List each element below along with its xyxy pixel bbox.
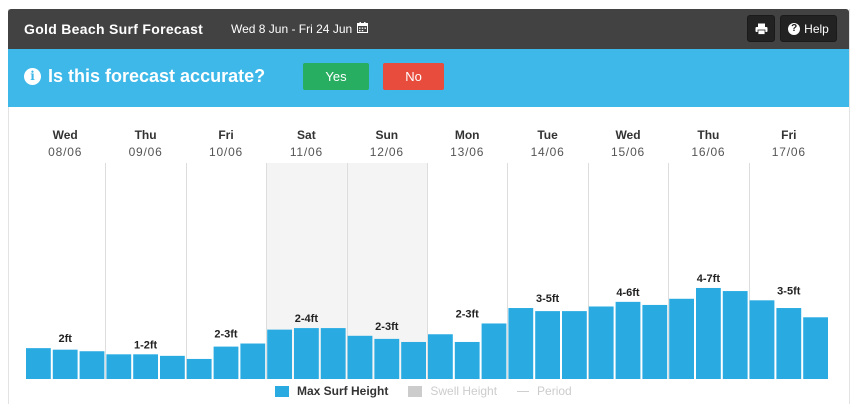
surf-height-bar [749, 300, 775, 379]
legend-label: Max Surf Height [297, 384, 389, 398]
day-name-label: Wed [53, 128, 78, 142]
day-date-label: 09/06 [129, 145, 163, 159]
daily-surf-label: 3-5ft [536, 293, 560, 305]
surf-height-bar [106, 354, 132, 379]
surf-height-bar [669, 298, 694, 379]
help-label: Help [804, 21, 829, 36]
surf-height-bar [347, 335, 373, 379]
help-icon: ? [788, 22, 801, 35]
surf-height-bar [454, 341, 480, 379]
daily-surf-label: 2-3ft [456, 308, 480, 320]
day-name-label: Sat [297, 128, 316, 142]
day-name-label: Thu [697, 128, 719, 142]
daily-surf-label: 2-3ft [375, 321, 399, 333]
legend-period[interactable]: Period [517, 384, 572, 398]
legend-swatch [275, 385, 289, 397]
surf-height-bar [803, 317, 828, 379]
surf-height-bar [374, 338, 400, 379]
day-date-label: 16/06 [691, 145, 725, 159]
accuracy-question: Is this forecast accurate? [48, 66, 266, 86]
chart-legend: Max Surf Height Swell Height Period [275, 384, 592, 398]
print-button[interactable] [747, 15, 775, 42]
daily-surf-label: 3-5ft [777, 285, 801, 297]
surf-height-bar [722, 291, 748, 379]
surf-height-bar [213, 346, 239, 379]
help-button[interactable]: ? Help [780, 15, 837, 42]
daily-surf-label: 1-2ft [134, 339, 158, 351]
surf-height-bar [588, 306, 614, 379]
surf-height-bar [562, 311, 587, 379]
surf-height-bar [428, 334, 453, 379]
legend-label: Period [537, 384, 572, 398]
day-name-label: Thu [135, 128, 157, 142]
day-date-label: 17/06 [772, 145, 806, 159]
day-name-label: Fri [781, 128, 796, 142]
surf-height-bar [320, 328, 346, 379]
surf-height-bar [294, 328, 319, 379]
surf-height-bar [481, 323, 507, 379]
day-name-label: Sun [375, 128, 398, 142]
day-date-label: 08/06 [48, 145, 82, 159]
surf-height-bar [696, 287, 721, 379]
day-name-label: Wed [615, 128, 640, 142]
day-date-label: 15/06 [611, 145, 645, 159]
daily-surf-label: 2-4ft [295, 313, 319, 325]
date-range[interactable]: Wed 8 Jun - Fri 24 Jun [231, 22, 353, 36]
surf-height-bar [776, 308, 802, 379]
legend-max-surf[interactable]: Max Surf Height [275, 384, 388, 398]
page-title: Gold Beach Surf Forecast [24, 21, 204, 37]
day-name-label: Fri [218, 128, 233, 142]
yes-button[interactable]: Yes [303, 63, 369, 90]
surf-height-bar [240, 343, 266, 379]
day-date-label: 10/06 [209, 145, 243, 159]
surf-height-bar [642, 304, 668, 379]
surf-height-bar [133, 354, 158, 379]
day-date-label: 12/06 [370, 145, 404, 159]
surf-height-bar [508, 308, 534, 379]
surf-height-bar [535, 311, 560, 379]
surf-height-bar [267, 329, 292, 379]
print-icon [755, 23, 767, 35]
info-icon: i [24, 68, 41, 85]
day-name-label: Tue [537, 128, 558, 142]
surf-height-bar [186, 358, 212, 379]
surf-height-bar [160, 355, 185, 379]
forecast-header: Gold Beach Surf Forecast Wed 8 Jun - Fri… [8, 9, 849, 49]
surf-height-bar [52, 349, 78, 379]
accuracy-banner: i Is this forecast accurate? Yes No [8, 49, 849, 107]
daily-surf-label: 4-7ft [697, 273, 721, 285]
legend-swell-height[interactable]: Swell Height [408, 384, 497, 398]
no-button[interactable]: No [383, 63, 444, 90]
legend-swatch [408, 385, 423, 397]
day-date-label: 13/06 [450, 145, 484, 159]
surf-height-bar [615, 301, 641, 379]
day-name-label: Mon [455, 128, 480, 142]
legend-label: Swell Height [430, 384, 498, 398]
daily-surf-label: 2-3ft [214, 329, 238, 341]
surf-height-bar [79, 351, 105, 379]
calendar-icon[interactable] [357, 22, 368, 33]
day-date-label: 14/06 [531, 145, 565, 159]
daily-surf-label: 2ft [58, 333, 72, 345]
surf-height-bar [401, 341, 426, 379]
daily-surf-label: 4-6ft [616, 287, 640, 299]
day-date-label: 11/06 [290, 145, 323, 159]
legend-line [517, 390, 530, 392]
surf-height-bar [26, 348, 51, 379]
